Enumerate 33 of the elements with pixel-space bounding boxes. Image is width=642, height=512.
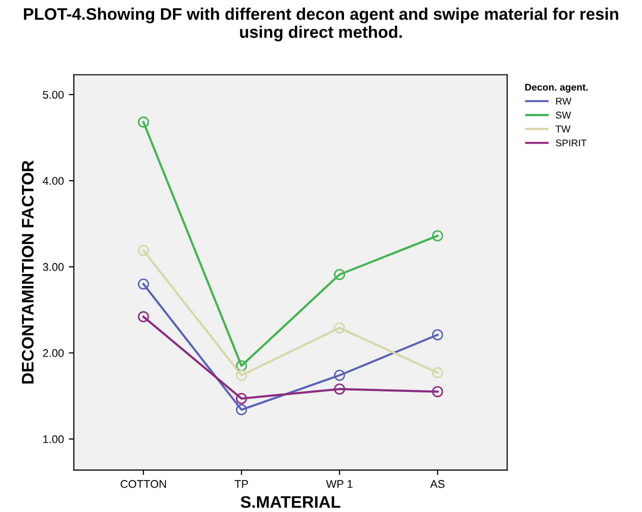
point [432,386,444,398]
legend-label: RW [556,98,572,105]
point [236,404,248,416]
chart-title: PLOT-4.Showing DF with different decon agent and swipe material for resin using direct method. [24,8,618,42]
legend-label: SPIRIT [556,139,586,146]
point [334,322,346,334]
point [138,116,149,128]
x-axis-title: S.MATERIAL [240,496,340,508]
point [432,329,444,340]
point [432,367,444,378]
point [138,278,149,290]
point [138,244,149,256]
y-tick-label: 5.00 [42,90,64,99]
legend-title: Decon. agent. [525,84,588,93]
legend-label: TW [556,126,570,132]
y-axis-title: DECONTAMINTION FACTOR [22,160,34,384]
point [334,384,346,395]
x-tick-label: AS [430,480,444,488]
y-tick-label: 3.00 [42,263,64,271]
point [236,360,248,372]
point [138,311,149,322]
point [334,268,346,280]
y-tick-label: 2.00 [43,349,64,358]
legend-label: SW [556,112,572,119]
point [236,392,248,404]
x-tick-label: COTTON [120,480,166,488]
x-tick-label: TP [234,480,248,488]
y-tick-label: 4.00 [42,176,64,185]
point [236,370,248,381]
point [432,230,444,242]
point [334,370,346,381]
y-tick-label: 1.00 [43,435,64,444]
x-tick-label: WP 1 [326,480,352,488]
